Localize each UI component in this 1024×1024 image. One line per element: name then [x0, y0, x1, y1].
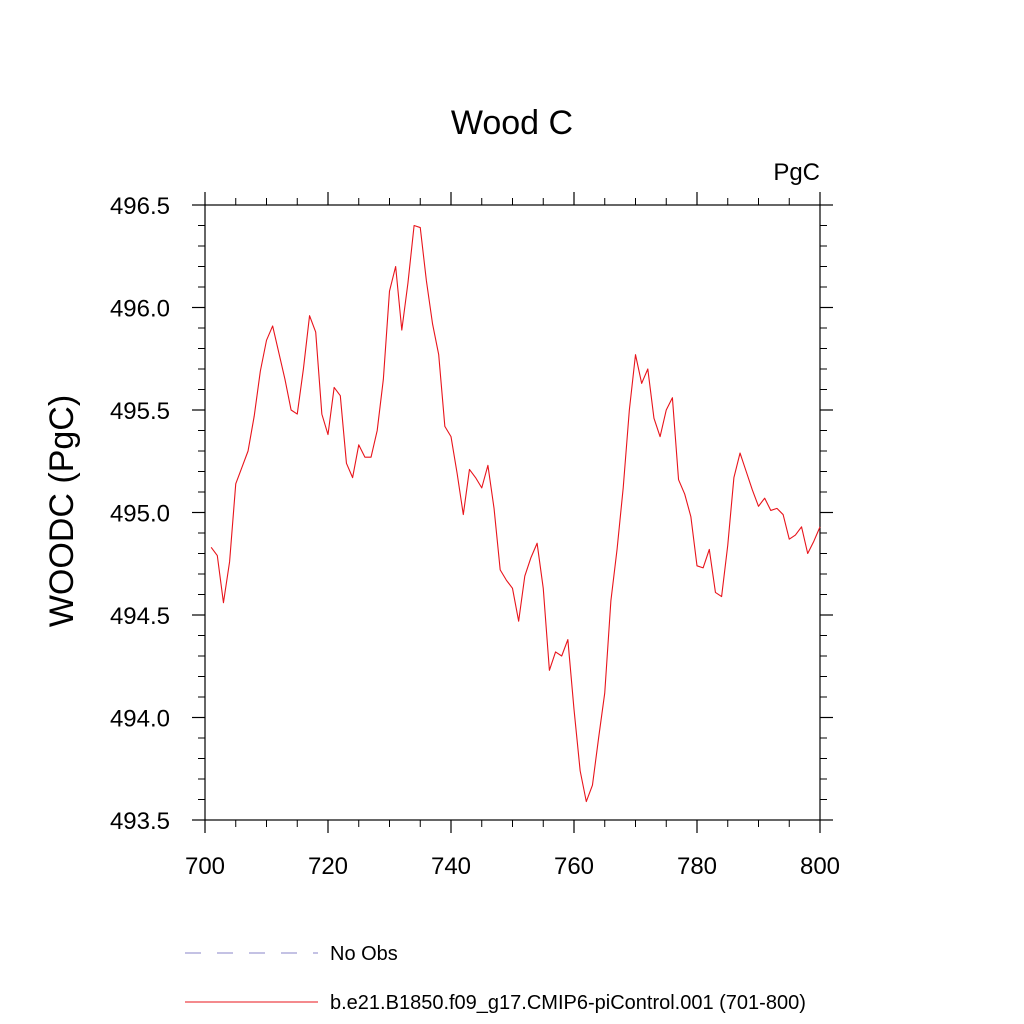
legend-label: No Obs	[330, 943, 398, 965]
series-layer	[210, 224, 821, 803]
x-tick-label: 720	[308, 853, 348, 880]
y-tick-label: 493.5	[110, 808, 170, 835]
units-label: PgC	[773, 159, 820, 186]
y-tick-label: 496.0	[110, 296, 170, 323]
plot-frame	[204, 204, 821, 821]
y-tick-label: 494.5	[110, 603, 170, 630]
series-line	[210, 224, 821, 803]
x-tick-label: 800	[800, 853, 840, 880]
y-tick-label: 495.5	[110, 398, 170, 425]
axes: 700 720 740 760 780 800 493.5 494.0 494.5 495.0 49…	[110, 192, 840, 880]
x-tick-label: 740	[431, 853, 471, 880]
x-tick-label: 760	[554, 853, 594, 880]
y-tick-label: 494.0	[110, 706, 170, 733]
chart-title: Wood C	[451, 104, 573, 142]
y-axis-label: WOODC (PgC)	[43, 395, 81, 627]
y-tick-label: 495.0	[110, 501, 170, 528]
legend: No Obs b.e21.B1850.f09_g17.CMIP6-piContro…	[185, 943, 806, 1014]
x-tick-label: 780	[677, 853, 717, 880]
x-tick-label: 700	[185, 853, 225, 880]
y-tick-label: 496.5	[110, 193, 170, 220]
legend-label: b.e21.B1850.f09_g17.CMIP6-piControl.001 …	[330, 992, 806, 1014]
